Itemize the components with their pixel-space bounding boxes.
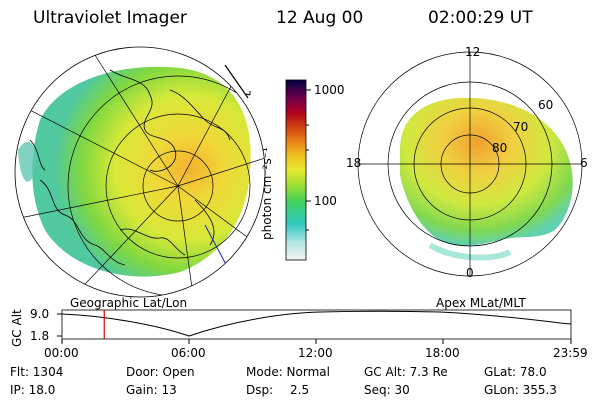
mlt-label-12: 12 — [465, 45, 481, 59]
apex-caption: Apex MLat/MLT — [436, 296, 526, 310]
orbit-plot — [57, 309, 572, 344]
geo-longitude: GLon: 355.3 — [484, 383, 557, 397]
graticule — [15, 54, 265, 297]
mlat-label-60: 60 — [538, 98, 554, 112]
orbit-time-1800: 18:00 — [425, 346, 460, 360]
gain-value: Gain: 13 — [126, 383, 177, 397]
aurora-image-left — [32, 66, 251, 277]
orbit-time-0000: 00:00 — [44, 346, 79, 360]
colorbar-unit-label: photon cm⁻²s⁻¹ — [260, 147, 274, 240]
instrument-title: Ultraviolet Imager — [33, 8, 187, 28]
mlt-label-0: 0 — [466, 266, 474, 280]
ip-value: IP: 18.0 — [10, 383, 56, 397]
dsp-value: 2.5 — [290, 383, 310, 397]
mode-status: Mode: Normal — [246, 365, 330, 379]
sequence-number: Seq: 30 — [364, 383, 410, 397]
gc-altitude: GC Alt: 7.3 Re — [364, 365, 448, 379]
aurora-image-right — [400, 97, 573, 246]
mlat-label-70: 70 — [513, 120, 529, 134]
mlt-label-6: 6 — [580, 156, 588, 170]
flight-number: Flt: 1304 — [10, 365, 64, 379]
altitude-curve — [61, 310, 572, 337]
polar-grid — [357, 51, 583, 277]
door-status: Door: Open — [126, 365, 195, 379]
orbit-time-1200: 12:00 — [298, 346, 333, 360]
orbit-time-2359: 23:59 — [553, 346, 588, 360]
orbit-ylabel: GC Alt — [10, 309, 24, 347]
orbit-time-0600: 06:00 — [171, 346, 206, 360]
colorbar-tick-1000: 1000 — [314, 83, 345, 97]
date-label: 12 Aug 00 — [276, 8, 364, 28]
geographic-caption: Geographic Lat/Lon — [70, 296, 188, 310]
colorbar — [285, 79, 311, 261]
time-label: 02:00:29 UT — [428, 8, 533, 28]
mlat-mlt-plot — [357, 51, 583, 277]
orbit-ytick-bottom: 1.8 — [30, 329, 50, 343]
orbit-ytick-top: 9.0 — [30, 307, 50, 321]
geographic-map — [14, 46, 266, 298]
geo-latitude: GLat: 78.0 — [484, 365, 547, 379]
mlt-label-18: 18 — [346, 156, 362, 170]
colorbar-tick-100: 100 — [314, 194, 337, 208]
mlat-label-80: 80 — [492, 141, 508, 155]
dsp-label: Dsp: — [246, 383, 274, 397]
